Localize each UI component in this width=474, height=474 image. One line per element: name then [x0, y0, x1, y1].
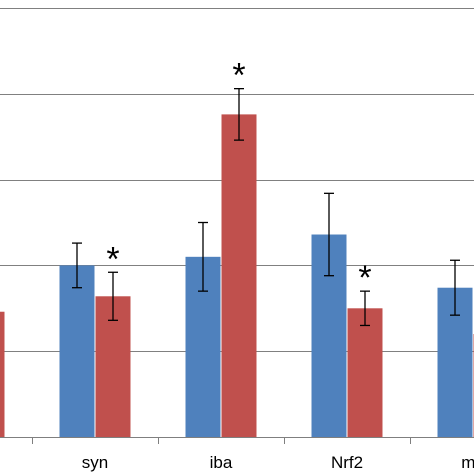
x-tick-label: mb: [461, 453, 474, 472]
x-tick-labels: syn iba Nrf2 mb: [82, 453, 474, 472]
significance-star: *: [106, 240, 119, 278]
bar: [221, 114, 257, 437]
x-tick-label: syn: [82, 453, 108, 472]
bar: [59, 265, 95, 437]
error-bars: [72, 88, 460, 327]
bar: [347, 308, 383, 437]
bar: [0, 311, 5, 437]
significance-markers: * * *: [106, 57, 371, 297]
x-tick-label: Nrf2: [331, 453, 363, 472]
significance-star: *: [232, 57, 245, 95]
bars: [0, 114, 474, 437]
x-axis: [0, 437, 474, 444]
x-tick-label: iba: [210, 453, 233, 472]
significance-star: *: [358, 259, 371, 297]
